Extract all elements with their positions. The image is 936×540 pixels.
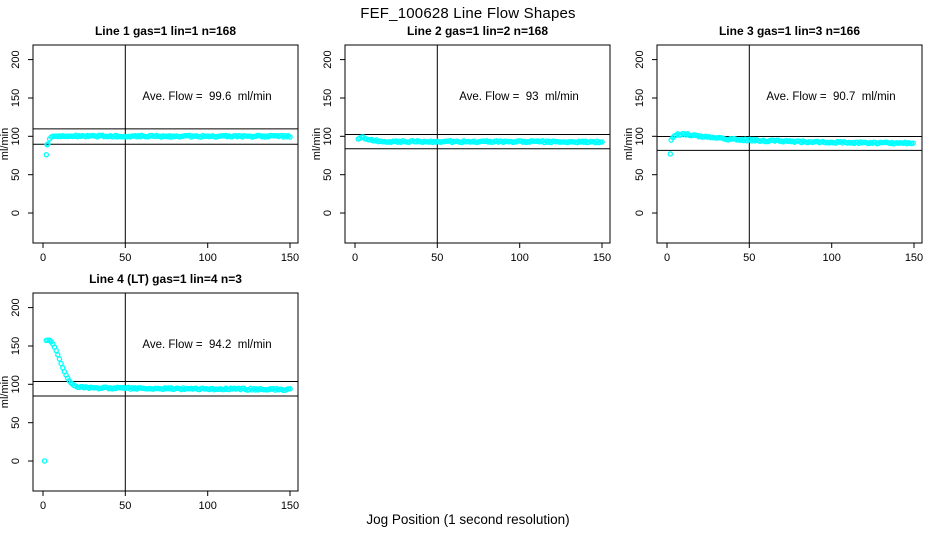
y-tick-label: 100	[10, 127, 22, 145]
data-point	[287, 386, 293, 392]
y-axis-title: ml/min	[623, 128, 635, 160]
flow-chart-line-2: 0 50 100 150 0 50 100 150 200 ml/min Line 2 gas=1 …	[311, 24, 611, 264]
y-tick-label: 0	[322, 210, 334, 216]
flow-chart-line-1: 0 50 100 150 0 50 100 150 200 ml/min Line 1 gas=1 …	[0, 24, 299, 264]
x-tick-label: 0	[40, 500, 46, 512]
y-tick-label: 200	[322, 50, 334, 68]
data-point	[56, 356, 63, 362]
y-axis-title: ml/min	[0, 376, 11, 408]
x-tick-label: 150	[905, 252, 923, 264]
plot-box	[32, 44, 299, 244]
x-tick-label: 0	[352, 252, 358, 264]
x-tick-label: 0	[40, 252, 46, 264]
y-tick-label: 100	[322, 127, 334, 145]
avg-flow-annotation: Ave. Flow = 93 ml/min	[459, 91, 579, 103]
avg-flow-annotation: Ave. Flow = 94.2 ml/min	[142, 339, 271, 351]
data-point	[910, 140, 916, 146]
y-tick-label: 200	[634, 50, 646, 68]
y-tick-label: 0	[10, 458, 22, 464]
data-point	[287, 134, 293, 140]
panel-title: Line 2 gas=1 lin=2 n=168	[407, 24, 548, 38]
flow-chart-line-3: 0 50 100 150 0 50 100 150 200 ml/min Line 3 gas=1 …	[623, 24, 923, 264]
y-tick-label: 50	[322, 169, 334, 181]
avg-flow-annotation: Ave. Flow = 99.6 ml/min	[142, 91, 271, 103]
x-tick-label: 50	[119, 252, 131, 264]
data-point	[599, 139, 605, 145]
y-tick-label: 50	[10, 417, 22, 429]
y-axis-title: ml/min	[311, 128, 323, 160]
y-tick-label: 150	[10, 89, 22, 107]
y-tick-label: 200	[10, 298, 22, 316]
panel-title: Line 1 gas=1 lin=1 n=168	[95, 24, 236, 38]
y-tick-label: 50	[634, 169, 646, 181]
y-tick-label: 100	[10, 375, 22, 393]
flow-chart-line-4: 0 50 100 150 0 50 100 150 200 ml/min Line 4 (LT) g…	[0, 272, 299, 512]
x-tick-label: 100	[511, 252, 529, 264]
avg-flow-annotation: Ave. Flow = 90.7 ml/min	[766, 91, 895, 103]
x-tick-label: 150	[281, 500, 299, 512]
x-tick-label: 100	[199, 500, 217, 512]
y-axis-title: ml/min	[0, 128, 11, 160]
plot-box	[32, 292, 299, 492]
x-tick-label: 0	[664, 252, 670, 264]
x-tick-label: 150	[593, 252, 611, 264]
y-tick-label: 50	[10, 169, 22, 181]
x-tick-label: 100	[823, 252, 841, 264]
y-tick-label: 0	[10, 210, 22, 216]
x-tick-label: 50	[743, 252, 755, 264]
x-tick-label: 50	[431, 252, 443, 264]
data-point	[41, 458, 48, 464]
y-tick-label: 200	[10, 50, 22, 68]
data-point	[44, 141, 50, 148]
x-tick-label: 150	[281, 252, 299, 264]
y-tick-label: 150	[322, 89, 334, 107]
x-axis-label: Jog Position (1 second resolution)	[366, 512, 570, 527]
panel-title: Line 3 gas=1 lin=3 n=166	[719, 24, 860, 38]
x-tick-label: 100	[199, 252, 217, 264]
data-point	[43, 151, 50, 158]
plot-box	[656, 44, 923, 244]
y-tick-label: 100	[634, 127, 646, 145]
y-tick-label: 150	[10, 337, 22, 355]
panel-title: Line 4 (LT) gas=1 lin=4 n=3	[89, 272, 242, 286]
y-tick-label: 0	[634, 210, 646, 216]
plot-box	[344, 44, 611, 244]
main-title: FEF_100628 Line Flow Shapes	[360, 5, 576, 22]
x-tick-label: 50	[119, 500, 131, 512]
y-tick-label: 150	[634, 89, 646, 107]
data-point	[667, 151, 674, 157]
